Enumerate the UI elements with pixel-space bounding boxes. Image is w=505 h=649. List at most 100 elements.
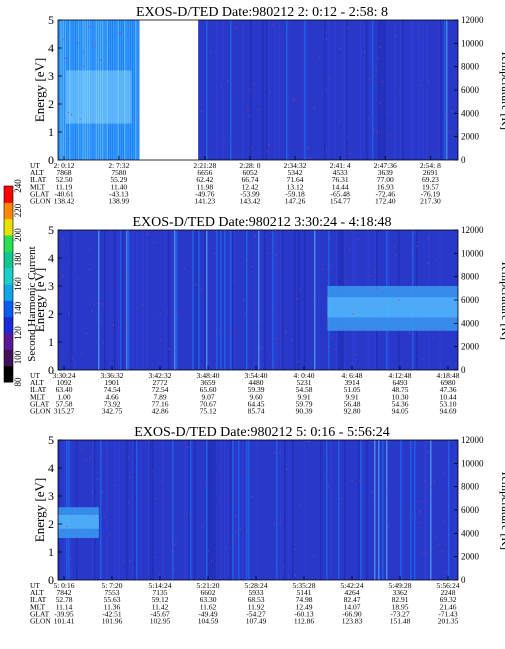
ephemeris-value: 48.75 [392, 385, 409, 394]
ephemeris-value: 3914 [345, 378, 360, 387]
bright-stripe [95, 20, 97, 160]
speck [122, 561, 124, 563]
ephemeris-row-label: GLAT [30, 399, 50, 408]
speck [313, 107, 315, 109]
texture-stripe [294, 230, 296, 370]
y2-axis-label: Temperature [K] [499, 50, 505, 130]
speck [328, 485, 330, 488]
ephemeris-value: 14.44 [332, 182, 349, 191]
speck [70, 113, 73, 116]
bright-line [314, 230, 316, 370]
texture-stripe [206, 440, 208, 580]
ephemeris-value: 172.40 [375, 197, 396, 206]
ephemeris-value: 63.40 [56, 385, 73, 394]
texture-stripe [190, 440, 192, 580]
texture-stripe [118, 230, 120, 370]
speck [398, 299, 400, 301]
speck [98, 157, 101, 159]
bright-line [206, 230, 208, 370]
texture-stripe [284, 440, 286, 580]
bright-stripe [66, 20, 69, 160]
speck [83, 51, 85, 53]
texture-stripe [104, 230, 106, 370]
texture-stripe [230, 230, 232, 370]
speck [377, 57, 379, 59]
speck [265, 234, 267, 236]
ephemeris-value: 51.05 [344, 385, 361, 394]
speck [141, 304, 144, 306]
texture-stripe [224, 230, 226, 370]
speck [275, 254, 277, 256]
speck [437, 544, 440, 546]
ephemeris-row-label: MLT [30, 182, 46, 191]
ephemeris-value: 65.60 [200, 385, 217, 394]
texture-stripe [224, 440, 226, 580]
y2-axis-label: Temperature [K] [499, 470, 505, 550]
bright-line [378, 440, 380, 580]
ephemeris-row-label: MLT [30, 602, 46, 611]
texture-stripe [176, 230, 178, 370]
speck [339, 47, 341, 50]
texture-stripe [220, 440, 222, 580]
ephemeris-value: 3:54:40 [245, 371, 268, 380]
speck [269, 354, 271, 356]
bright-stripe [115, 20, 117, 160]
colorbar-tick-label: 120 [13, 326, 23, 340]
ephemeris-value: 59.12 [152, 595, 169, 604]
ephemeris-value: 55.63 [104, 595, 121, 604]
ephemeris-row-label: UT [30, 581, 40, 590]
speck [77, 42, 79, 44]
bright-stripe [84, 20, 86, 160]
colorbar-tick-label: 240 [13, 179, 23, 193]
bright-stripe [110, 20, 113, 160]
ephemeris-value: 3659 [201, 378, 216, 387]
texture-stripe [402, 20, 404, 160]
texture-stripe [204, 230, 206, 370]
texture-stripe [232, 230, 234, 370]
speck [280, 519, 282, 521]
texture-stripe [412, 20, 414, 160]
texture-stripe [282, 230, 284, 370]
ephemeris-value: 154.77 [330, 197, 351, 206]
ephemeris-value: 112.86 [294, 617, 315, 626]
bright-stripe [71, 20, 73, 160]
speck [85, 333, 88, 335]
texture-stripe [426, 440, 428, 580]
ephemeris-value: 13.12 [287, 182, 304, 191]
speck [330, 264, 332, 267]
speck [217, 329, 219, 331]
speck [209, 50, 212, 53]
speck [126, 326, 128, 328]
texture-stripe [132, 440, 134, 580]
ephemeris-value: 4: 0:40 [293, 371, 314, 380]
colorbar-tick-label: 200 [13, 228, 23, 242]
speck [370, 491, 373, 493]
speck [199, 154, 201, 156]
texture-stripe [394, 20, 396, 160]
texture-stripe [242, 440, 244, 580]
y2-tick-label: 12000 [461, 225, 484, 235]
ephemeris-value: 6493 [393, 378, 408, 387]
speck [346, 136, 348, 138]
bright-core [66, 70, 132, 124]
texture-stripe [164, 230, 166, 370]
speck [308, 441, 310, 443]
bright-stripe [60, 20, 62, 160]
texture-stripe [360, 440, 362, 580]
speck [417, 31, 420, 33]
speck [161, 480, 163, 482]
panel-title: EXOS-D/TED Date:980212 3:30:24 - 4:18:48 [133, 215, 392, 230]
texture-stripe [268, 20, 270, 160]
speck [201, 110, 203, 112]
speck [243, 299, 245, 301]
texture-stripe [360, 20, 362, 160]
speck [168, 348, 170, 350]
speck [101, 491, 103, 493]
speck [347, 28, 350, 30]
ephemeris-value: -53.99 [240, 189, 260, 198]
speck [435, 260, 437, 262]
ephemeris-value: -60.13 [294, 609, 314, 618]
texture-stripe [306, 20, 308, 160]
colorbar-segment [4, 186, 13, 203]
